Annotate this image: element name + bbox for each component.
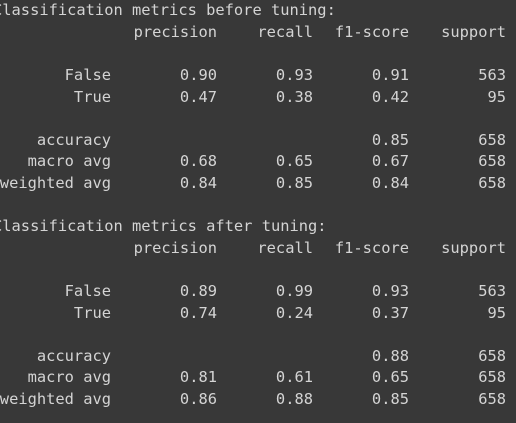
header-recall: recall [257, 238, 313, 257]
summary-row: accuracy 0.88 658 [0, 346, 516, 368]
recall-value: 0.85 [275, 174, 313, 193]
support-value: 563 [478, 65, 506, 84]
blank-line [0, 43, 516, 65]
row-label: False [64, 281, 111, 300]
f1-value: 0.85 [371, 390, 409, 409]
header-row: precision recall f1-score support [0, 22, 516, 44]
support-value: 95 [487, 303, 506, 322]
row-label: accuracy [36, 130, 111, 149]
f1-value: 0.65 [371, 368, 409, 387]
recall-value: 0.24 [275, 303, 313, 322]
f1-value: 0.91 [371, 65, 409, 84]
precision-value: 0.68 [179, 152, 217, 171]
f1-value: 0.93 [371, 281, 409, 300]
header-recall: recall [257, 22, 313, 41]
precision-value: 0.89 [179, 281, 217, 300]
f1-value: 0.42 [371, 87, 409, 106]
recall-value: 0.99 [275, 281, 313, 300]
precision-value: 0.47 [179, 87, 217, 106]
blank-line [0, 324, 516, 346]
row-label: weighted avg [0, 390, 111, 409]
blank-line [0, 108, 516, 130]
summary-row: macro avg 0.81 0.61 0.65 658 [0, 367, 516, 389]
row-label: False [64, 65, 111, 84]
precision-value: 0.84 [179, 174, 217, 193]
support-value: 658 [478, 346, 506, 365]
header-f1-score: f1-score [334, 22, 409, 41]
header-support: support [441, 22, 506, 41]
report-after-tuning: Classification metrics after tuning: pre… [0, 216, 516, 411]
row-label: accuracy [36, 346, 111, 365]
support-value: 658 [478, 368, 506, 387]
row-label: macro avg [27, 368, 111, 387]
header-support: support [441, 238, 506, 257]
recall-value: 0.93 [275, 65, 313, 84]
precision-value: 0.86 [179, 390, 217, 409]
report-before-tuning: Classification metrics before tuning: pr… [0, 0, 516, 195]
table-row: True 0.47 0.38 0.42 95 [0, 87, 516, 109]
support-value: 563 [478, 281, 506, 300]
table-row: False 0.89 0.99 0.93 563 [0, 281, 516, 303]
precision-value: 0.90 [179, 65, 217, 84]
recall-value: 0.65 [275, 152, 313, 171]
row-label: True [73, 87, 111, 106]
header-precision: precision [133, 238, 217, 257]
f1-value: 0.88 [371, 346, 409, 365]
header-row: precision recall f1-score support [0, 238, 516, 260]
f1-value: 0.67 [371, 152, 409, 171]
report-title-line: Classification metrics after tuning: [0, 216, 516, 238]
support-value: 658 [478, 152, 506, 171]
f1-value: 0.37 [371, 303, 409, 322]
table-row: False 0.90 0.93 0.91 563 [0, 65, 516, 87]
summary-row: macro avg 0.68 0.65 0.67 658 [0, 151, 516, 173]
precision-value: 0.81 [179, 368, 217, 387]
table-row: True 0.74 0.24 0.37 95 [0, 303, 516, 325]
row-label: macro avg [27, 152, 111, 171]
f1-value: 0.85 [371, 130, 409, 149]
recall-value: 0.88 [275, 390, 313, 409]
precision-value: 0.74 [179, 303, 217, 322]
summary-row: accuracy 0.85 658 [0, 130, 516, 152]
report-title-line: Classification metrics before tuning: [0, 0, 516, 22]
header-precision: precision [133, 22, 217, 41]
recall-value: 0.61 [275, 368, 313, 387]
support-value: 658 [478, 390, 506, 409]
f1-value: 0.84 [371, 174, 409, 193]
recall-value: 0.38 [275, 87, 313, 106]
summary-row: weighted avg 0.86 0.88 0.85 658 [0, 389, 516, 411]
support-value: 658 [478, 174, 506, 193]
row-label: weighted avg [0, 174, 111, 193]
report-title: Classification metrics before tuning: [0, 1, 336, 19]
support-value: 95 [487, 87, 506, 106]
row-label: True [73, 303, 111, 322]
summary-row: weighted avg 0.84 0.85 0.84 658 [0, 173, 516, 195]
report-title: Classification metrics after tuning: [0, 217, 327, 235]
support-value: 658 [478, 130, 506, 149]
blank-line [0, 259, 516, 281]
header-f1-score: f1-score [334, 238, 409, 257]
